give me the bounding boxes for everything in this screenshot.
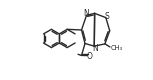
Text: S: S (104, 12, 109, 21)
Text: CH₃: CH₃ (110, 45, 122, 51)
Text: N: N (92, 44, 98, 53)
Text: O: O (87, 52, 92, 61)
Text: N: N (83, 9, 89, 18)
